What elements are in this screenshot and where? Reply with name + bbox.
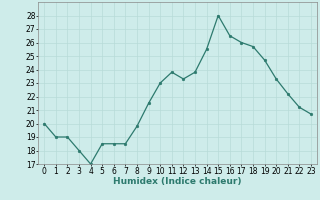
X-axis label: Humidex (Indice chaleur): Humidex (Indice chaleur)	[113, 177, 242, 186]
